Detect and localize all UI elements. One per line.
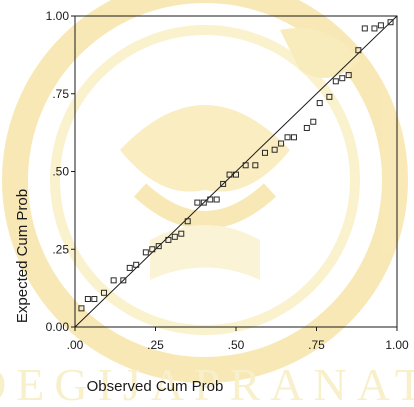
data-point (278, 140, 285, 147)
data-point (355, 47, 362, 54)
data-point (290, 134, 297, 141)
watermark-text: SOEGIJAPRANATA (0, 359, 414, 407)
data-point (361, 25, 368, 32)
reference-diagonal-line (74, 15, 398, 328)
data-point (194, 199, 201, 206)
x-axis-title: Observed Cum Prob (87, 378, 224, 395)
x-axis: .00 .25 .50 .75 1.00 (67, 327, 409, 352)
x-tick-label: .75 (308, 338, 325, 352)
data-point (303, 124, 310, 131)
data-point (142, 249, 149, 256)
data-point (171, 233, 178, 240)
x-tick-label: .25 (147, 338, 164, 352)
data-point (242, 162, 249, 169)
data-point (126, 264, 133, 271)
data-point (149, 246, 156, 253)
data-point (120, 277, 127, 284)
data-point (271, 146, 278, 153)
data-point (261, 149, 268, 156)
data-point (100, 289, 107, 296)
data-point (233, 171, 239, 178)
data-point (310, 118, 317, 125)
y-tick-label: .50 (52, 165, 69, 179)
data-point (78, 305, 85, 312)
data-point (200, 199, 207, 206)
x-tick-label: 1.00 (385, 338, 409, 352)
data-point (178, 230, 185, 237)
data-point (326, 93, 333, 100)
data-points (78, 19, 394, 312)
y-tick-label: .25 (52, 242, 69, 256)
data-point (284, 134, 291, 141)
y-tick-label: .75 (52, 87, 69, 101)
y-axis-title: Expected Cum Prob (14, 189, 31, 323)
data-point (213, 196, 220, 203)
y-tick-label: 1.00 (46, 9, 70, 23)
x-tick-label: .00 (67, 338, 84, 352)
data-point (252, 162, 259, 169)
data-point (165, 236, 172, 243)
data-point (371, 25, 378, 32)
data-point (110, 277, 117, 284)
data-point (133, 261, 140, 268)
data-point (207, 196, 214, 203)
data-point (345, 72, 352, 79)
data-point (316, 100, 323, 107)
data-point (184, 218, 191, 225)
data-point (226, 171, 233, 178)
y-axis: 0.00 .25 .50 .75 1.00 (46, 9, 75, 334)
data-point (91, 296, 98, 303)
data-point (155, 243, 162, 250)
x-tick-label: .50 (228, 338, 245, 352)
data-point (332, 78, 339, 85)
data-point (339, 75, 346, 82)
data-point (387, 19, 394, 26)
y-tick-label: 0.00 (46, 320, 70, 334)
data-point (84, 296, 91, 303)
data-point (377, 22, 384, 29)
data-point (220, 180, 227, 187)
